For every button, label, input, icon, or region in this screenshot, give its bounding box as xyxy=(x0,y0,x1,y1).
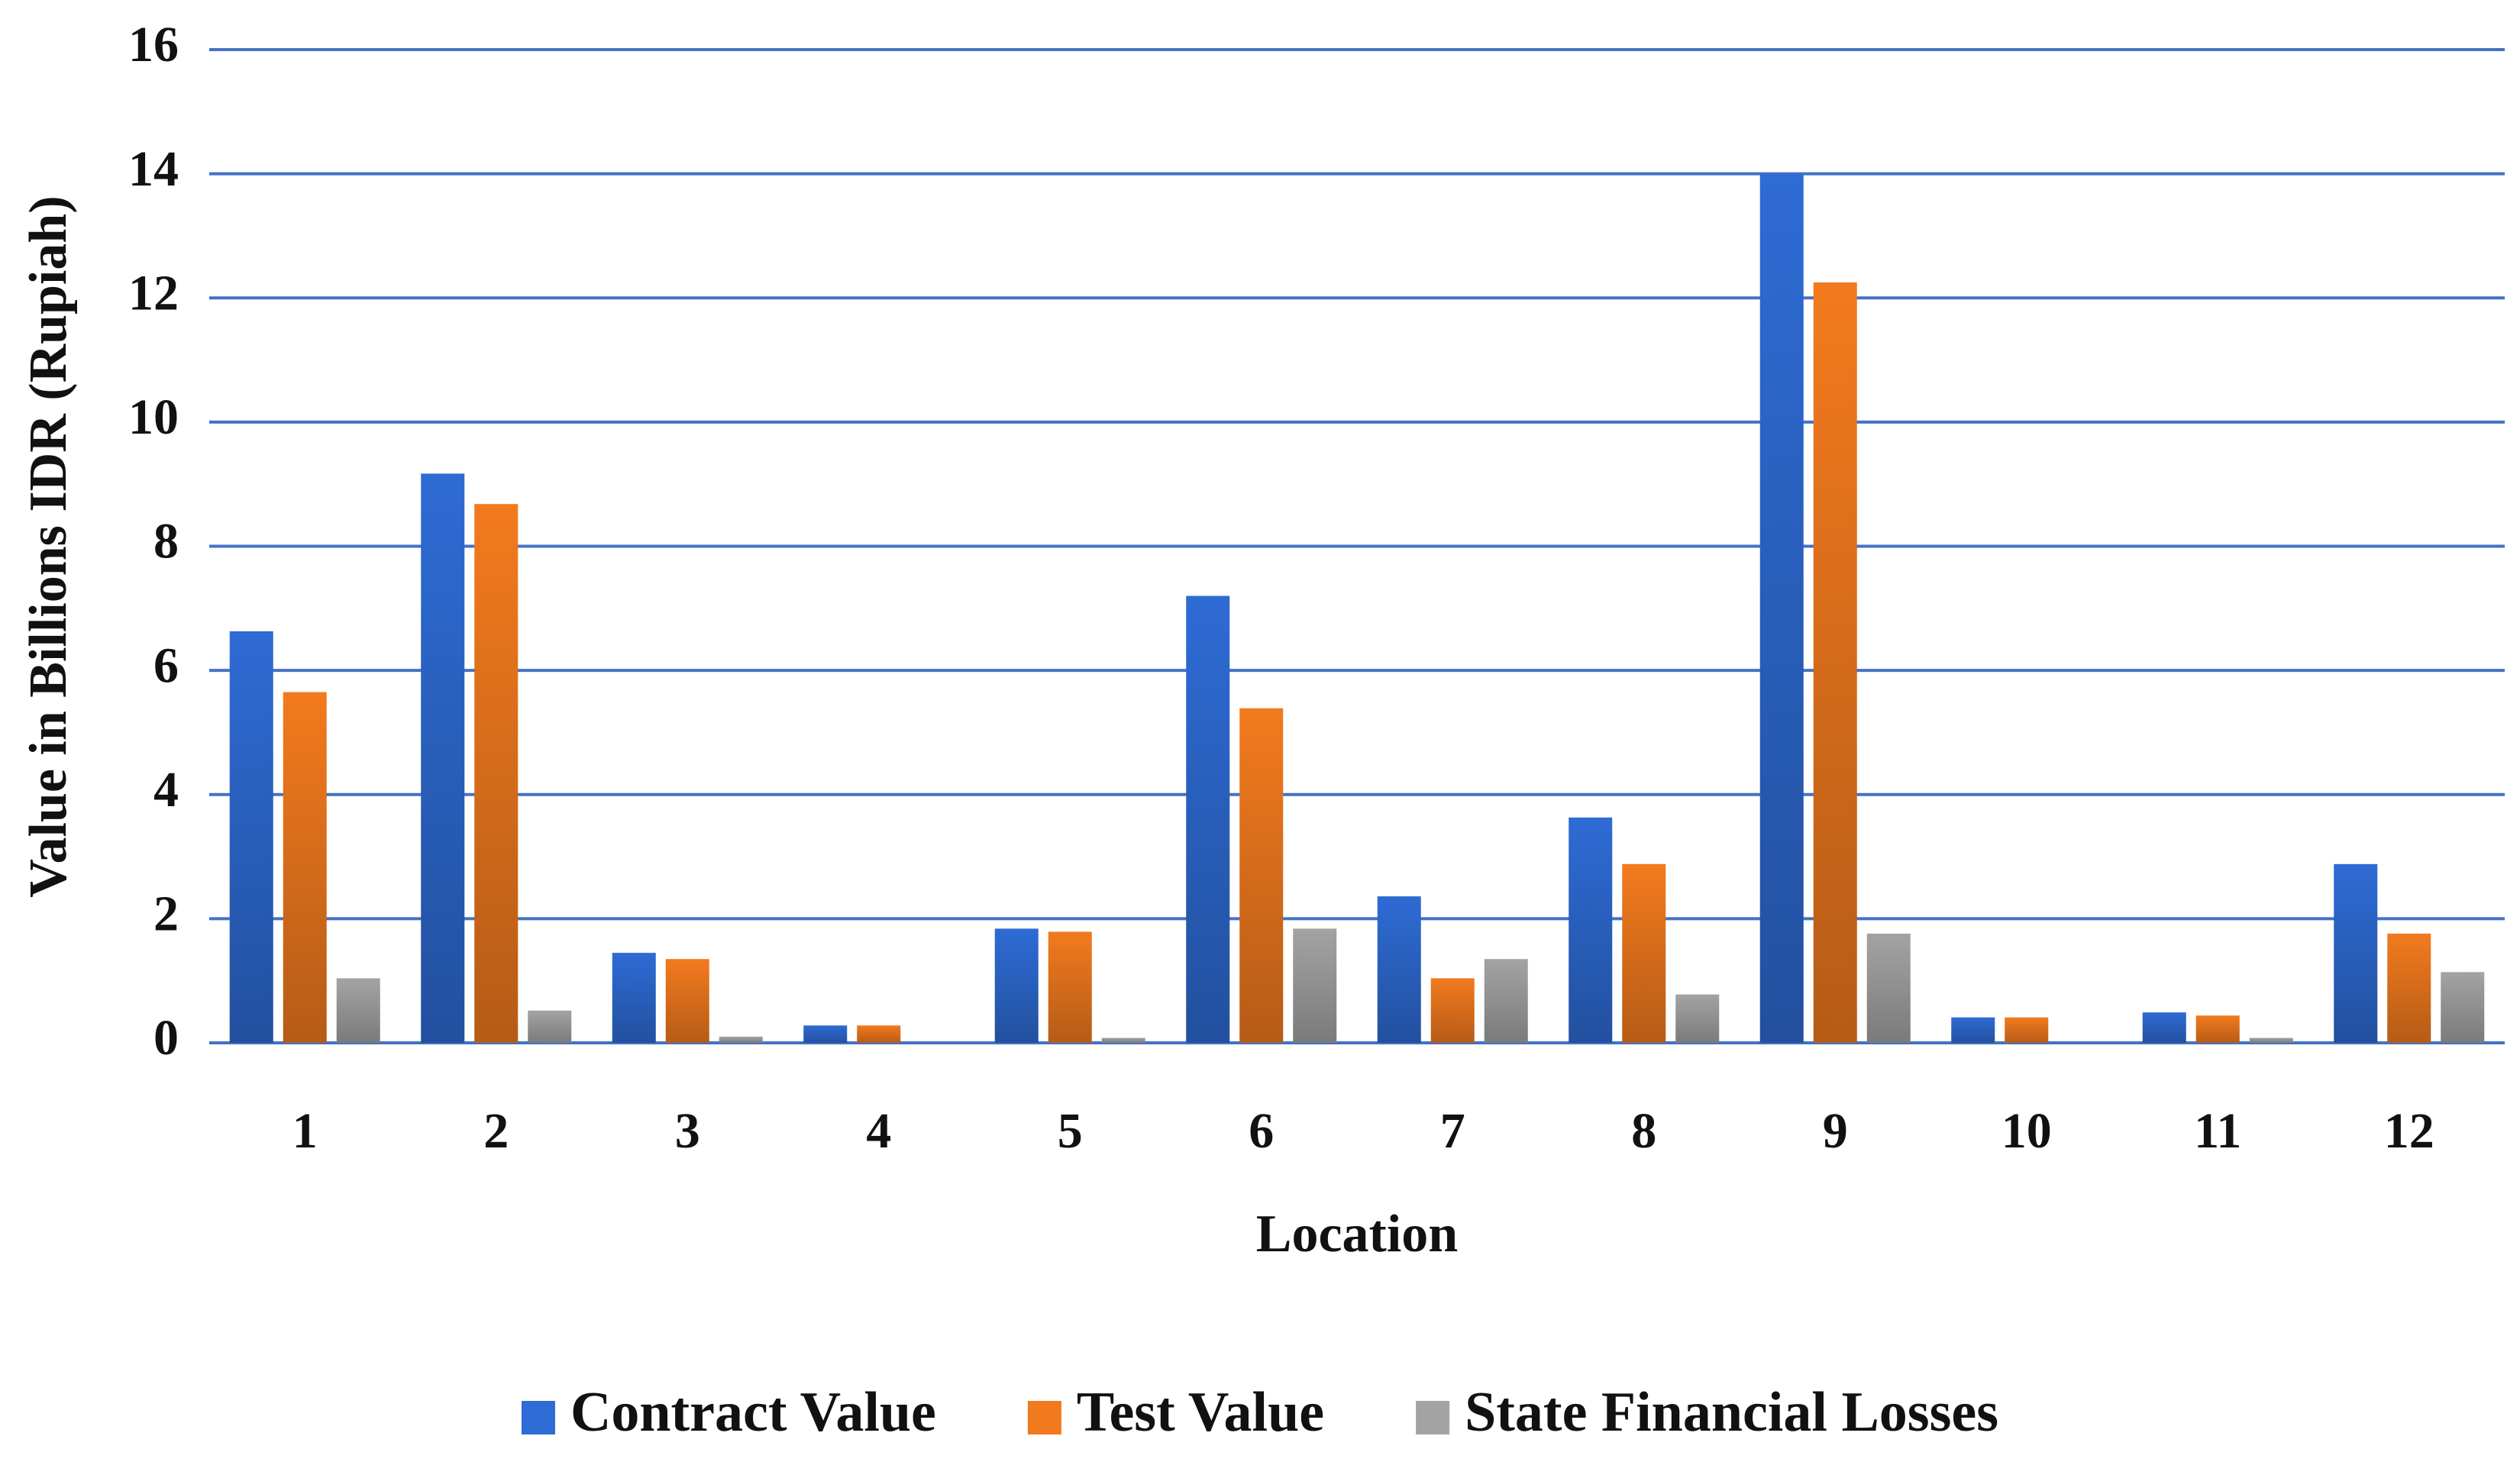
bar-shade xyxy=(229,631,273,1043)
y-axis-title: Value in Billions IDR (Rupiah) xyxy=(19,195,78,897)
x-tick-label: 4 xyxy=(866,1103,891,1159)
x-tick-label: 8 xyxy=(1631,1103,1656,1159)
bar-shade xyxy=(2387,933,2431,1043)
bar-shade xyxy=(803,1025,848,1043)
bar-shade xyxy=(2195,1015,2240,1043)
bar-shade xyxy=(1101,1038,1145,1043)
bar-shade xyxy=(2441,972,2485,1043)
bar-shade xyxy=(474,504,519,1043)
y-tick-label: 12 xyxy=(128,265,179,321)
legend-swatch xyxy=(1416,1401,1450,1434)
bar-shade xyxy=(1622,863,1666,1043)
x-tick-label: 5 xyxy=(1058,1103,1083,1159)
bar-shade xyxy=(1377,896,1421,1043)
x-tick-label: 3 xyxy=(675,1103,700,1159)
legend-swatch xyxy=(1027,1401,1061,1434)
y-tick-label: 8 xyxy=(153,514,179,570)
bar-shade xyxy=(1186,595,1230,1043)
bar-shade xyxy=(665,959,709,1043)
legend-label: Test Value xyxy=(1077,1381,1324,1444)
bar-shade xyxy=(421,473,465,1043)
x-tick-label: 12 xyxy=(2384,1103,2434,1159)
x-tick-label: 10 xyxy=(2001,1103,2052,1159)
bar-shade xyxy=(2249,1038,2293,1043)
x-tick-label: 9 xyxy=(1823,1103,1848,1159)
legend-swatch xyxy=(521,1401,555,1434)
bar-shade xyxy=(1813,282,1857,1043)
bar-shade xyxy=(1430,978,1475,1043)
legend-label: Contract Value xyxy=(570,1381,936,1444)
legend-label: State Financial Losses xyxy=(1465,1381,1998,1444)
bar-shade xyxy=(857,1025,901,1043)
x-axis-title: Location xyxy=(1256,1205,1458,1263)
bar-shade xyxy=(1759,173,1804,1043)
bar-shade xyxy=(612,953,656,1043)
bar-shade xyxy=(336,978,380,1043)
bar-shade xyxy=(1866,933,1911,1043)
y-tick-label: 14 xyxy=(128,141,179,197)
bar-shade xyxy=(1048,931,1092,1043)
bar-shade xyxy=(1951,1017,1995,1043)
y-tick-label: 16 xyxy=(128,17,179,73)
y-tick-label: 2 xyxy=(153,886,179,942)
bar-shade xyxy=(719,1036,763,1043)
bar-shade xyxy=(2334,863,2378,1043)
bar-shade xyxy=(1675,994,1720,1043)
bar-shade xyxy=(283,692,327,1043)
x-tick-label: 6 xyxy=(1249,1103,1274,1159)
bar-shade xyxy=(1293,928,1337,1043)
bar-shade xyxy=(1484,959,1528,1043)
x-tick-label: 1 xyxy=(292,1103,318,1159)
bar-shade xyxy=(994,928,1039,1043)
x-tick-label: 11 xyxy=(2194,1103,2241,1159)
x-tick-label: 2 xyxy=(483,1103,509,1159)
bar-shade xyxy=(2005,1017,2049,1043)
y-tick-label: 4 xyxy=(153,762,179,818)
y-tick-label: 10 xyxy=(128,389,179,445)
bar-shade xyxy=(2142,1012,2186,1043)
bar-shade xyxy=(1239,708,1284,1043)
x-tick-label: 7 xyxy=(1440,1103,1465,1159)
y-tick-label: 6 xyxy=(153,637,179,693)
bar-shade xyxy=(528,1010,572,1043)
bar-shade xyxy=(1569,817,1613,1043)
y-tick-label: 0 xyxy=(153,1010,179,1066)
